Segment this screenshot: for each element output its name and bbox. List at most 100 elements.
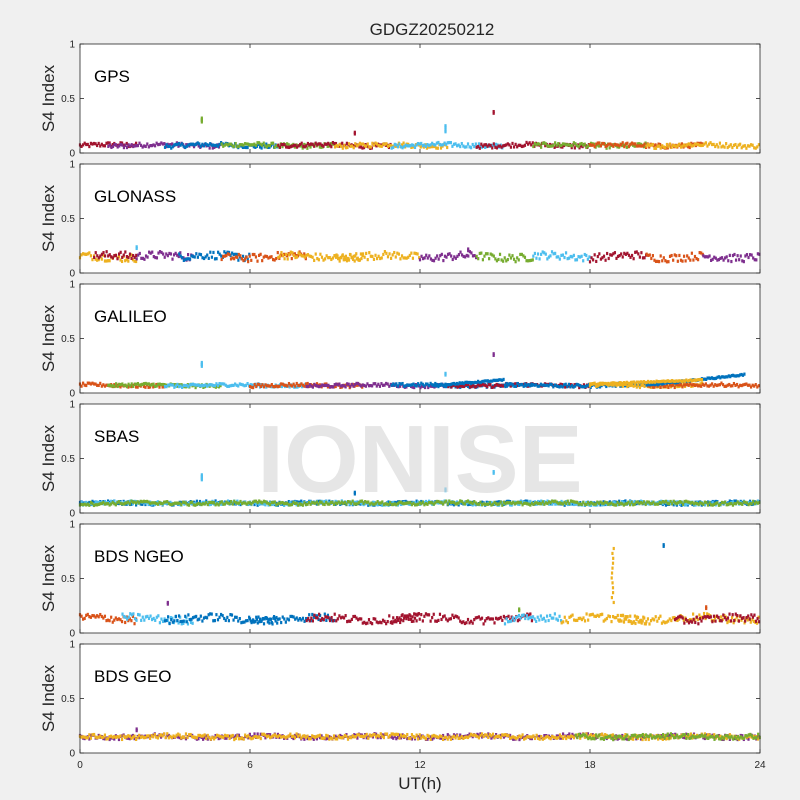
data-point bbox=[110, 255, 113, 259]
data-point bbox=[596, 141, 599, 145]
data-point bbox=[369, 383, 372, 388]
data-point bbox=[344, 146, 348, 150]
data-point bbox=[245, 502, 248, 506]
data-point bbox=[297, 500, 300, 504]
data-point bbox=[451, 500, 454, 504]
data-point bbox=[571, 613, 574, 617]
data-point bbox=[654, 383, 657, 387]
data-point bbox=[717, 503, 721, 507]
data-point bbox=[607, 502, 610, 506]
data-point bbox=[80, 144, 83, 148]
data-point bbox=[435, 619, 438, 623]
data-point bbox=[202, 737, 205, 741]
data-point bbox=[692, 258, 695, 262]
data-point bbox=[99, 144, 102, 148]
data-point bbox=[152, 385, 155, 389]
data-point bbox=[710, 503, 713, 507]
data-point bbox=[454, 256, 457, 260]
data-point bbox=[555, 384, 558, 388]
data-point bbox=[117, 737, 121, 742]
data-point bbox=[105, 383, 108, 387]
data-point bbox=[560, 253, 563, 257]
data-point bbox=[465, 145, 468, 149]
data-point bbox=[269, 733, 272, 737]
data-point bbox=[196, 618, 199, 622]
data-point bbox=[618, 254, 621, 258]
data-point bbox=[224, 251, 228, 256]
data-point bbox=[653, 146, 656, 150]
data-point bbox=[301, 616, 305, 620]
data-point bbox=[538, 501, 541, 506]
data-point bbox=[312, 615, 315, 619]
data-point bbox=[661, 382, 664, 386]
data-point bbox=[626, 615, 629, 619]
data-point bbox=[592, 143, 595, 147]
data-point bbox=[391, 253, 394, 257]
data-point bbox=[620, 619, 623, 623]
data-point bbox=[546, 499, 549, 503]
data-point bbox=[213, 618, 216, 623]
data-point bbox=[462, 254, 465, 259]
data-point bbox=[232, 383, 235, 388]
data-point bbox=[264, 254, 267, 258]
data-point bbox=[610, 620, 613, 624]
data-point bbox=[358, 258, 362, 262]
data-points bbox=[78, 352, 760, 390]
data-point bbox=[659, 614, 662, 618]
data-point bbox=[146, 255, 149, 259]
data-point bbox=[323, 612, 326, 616]
data-point bbox=[466, 734, 470, 738]
data-point bbox=[319, 618, 322, 622]
data-point bbox=[332, 385, 335, 389]
data-point bbox=[474, 142, 477, 146]
data-point bbox=[113, 499, 116, 503]
data-point bbox=[510, 503, 513, 507]
data-point bbox=[316, 143, 319, 147]
data-point bbox=[449, 141, 452, 145]
y-axis-label: S4 Index bbox=[39, 64, 58, 132]
data-point bbox=[160, 617, 163, 621]
data-point bbox=[120, 737, 124, 742]
data-point bbox=[206, 737, 209, 741]
data-point bbox=[91, 501, 94, 506]
data-point bbox=[280, 251, 283, 255]
data-point bbox=[170, 618, 173, 622]
data-point bbox=[303, 384, 306, 388]
data-point bbox=[630, 502, 633, 506]
data-point bbox=[259, 384, 263, 389]
data-point bbox=[702, 377, 705, 381]
data-point bbox=[184, 614, 187, 618]
data-point bbox=[435, 146, 438, 150]
data-point bbox=[289, 614, 292, 619]
data-point bbox=[480, 142, 483, 146]
data-point bbox=[470, 500, 473, 505]
data-point bbox=[431, 141, 434, 145]
data-point bbox=[284, 736, 287, 740]
data-point bbox=[506, 257, 509, 262]
data-point bbox=[161, 142, 164, 146]
data-point bbox=[477, 733, 481, 737]
data-point bbox=[353, 502, 356, 506]
data-point bbox=[150, 383, 154, 387]
data-point bbox=[452, 381, 456, 386]
data-point bbox=[664, 385, 667, 389]
data-point bbox=[167, 733, 170, 738]
data-point bbox=[89, 382, 93, 386]
data-point bbox=[320, 143, 324, 147]
data-point bbox=[356, 736, 359, 740]
data-point bbox=[105, 502, 108, 506]
data-point bbox=[306, 736, 309, 741]
data-point bbox=[287, 143, 290, 147]
data-point bbox=[128, 734, 131, 738]
data-point bbox=[691, 500, 694, 505]
data-point bbox=[437, 140, 440, 145]
data-point bbox=[483, 143, 486, 147]
data-point bbox=[110, 499, 113, 503]
data-point bbox=[611, 502, 615, 507]
data-point bbox=[361, 252, 365, 256]
data-point bbox=[694, 620, 697, 625]
data-point bbox=[321, 616, 324, 621]
data-point bbox=[595, 382, 599, 386]
data-point bbox=[528, 141, 531, 145]
data-point bbox=[594, 383, 597, 387]
